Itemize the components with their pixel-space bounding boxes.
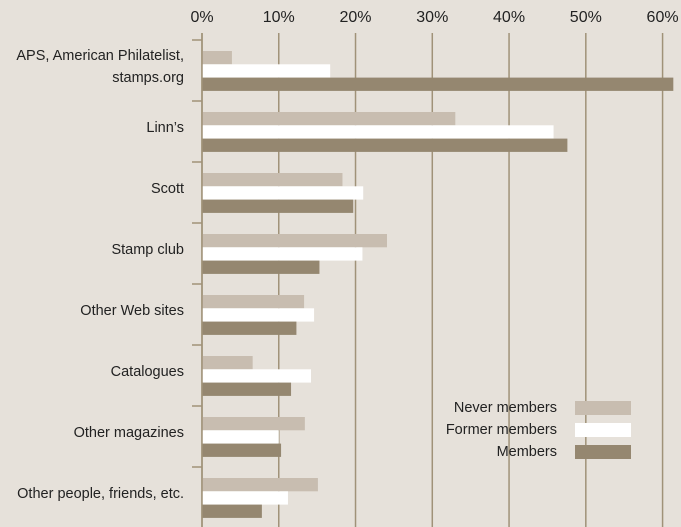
bar [202,491,288,505]
x-tick-label: 40% [493,9,525,26]
legend-label: Former members [446,422,557,438]
y-tick-label: Catalogues [110,363,184,380]
bar [202,295,305,309]
bar [202,125,554,139]
y-tick-label: Other Web sites [80,302,184,319]
bar [202,504,262,518]
y-tick-label: Linn’s [146,119,184,136]
bar [202,417,305,431]
y-tick-label: Other people, friends, etc. [17,485,184,502]
x-tick-label: 30% [416,9,448,26]
y-tick-label: Stamp club [111,241,184,258]
legend-swatch [575,445,631,459]
bar [202,260,320,274]
legend-label: Never members [454,400,557,416]
legend-label: Members [497,444,557,460]
bar [202,51,232,65]
bar [202,321,297,335]
bar [202,308,315,322]
bar [202,199,354,213]
bar [202,247,363,261]
y-tick-label: Other magazines [73,424,184,441]
bar [202,186,364,200]
bar [202,369,312,383]
bar [202,234,387,248]
x-tick-label: 50% [570,9,602,26]
bar [202,138,568,152]
bar [202,77,674,91]
bar [202,64,331,78]
bar [202,382,292,396]
bar [202,112,456,126]
bar [202,173,343,187]
y-tick-label: Scott [150,180,184,197]
bar [202,443,282,457]
x-tick-label: 0% [190,9,213,26]
x-tick-label: 60% [647,9,679,26]
legend-swatch [575,423,631,437]
legend-swatch [575,401,631,415]
bar [202,478,318,492]
bar [202,430,279,444]
x-tick-label: 20% [340,9,372,26]
y-tick-label: APS, American Philatelist, stamps.org [16,47,184,86]
x-tick-label: 10% [263,9,295,26]
bar [202,356,253,370]
